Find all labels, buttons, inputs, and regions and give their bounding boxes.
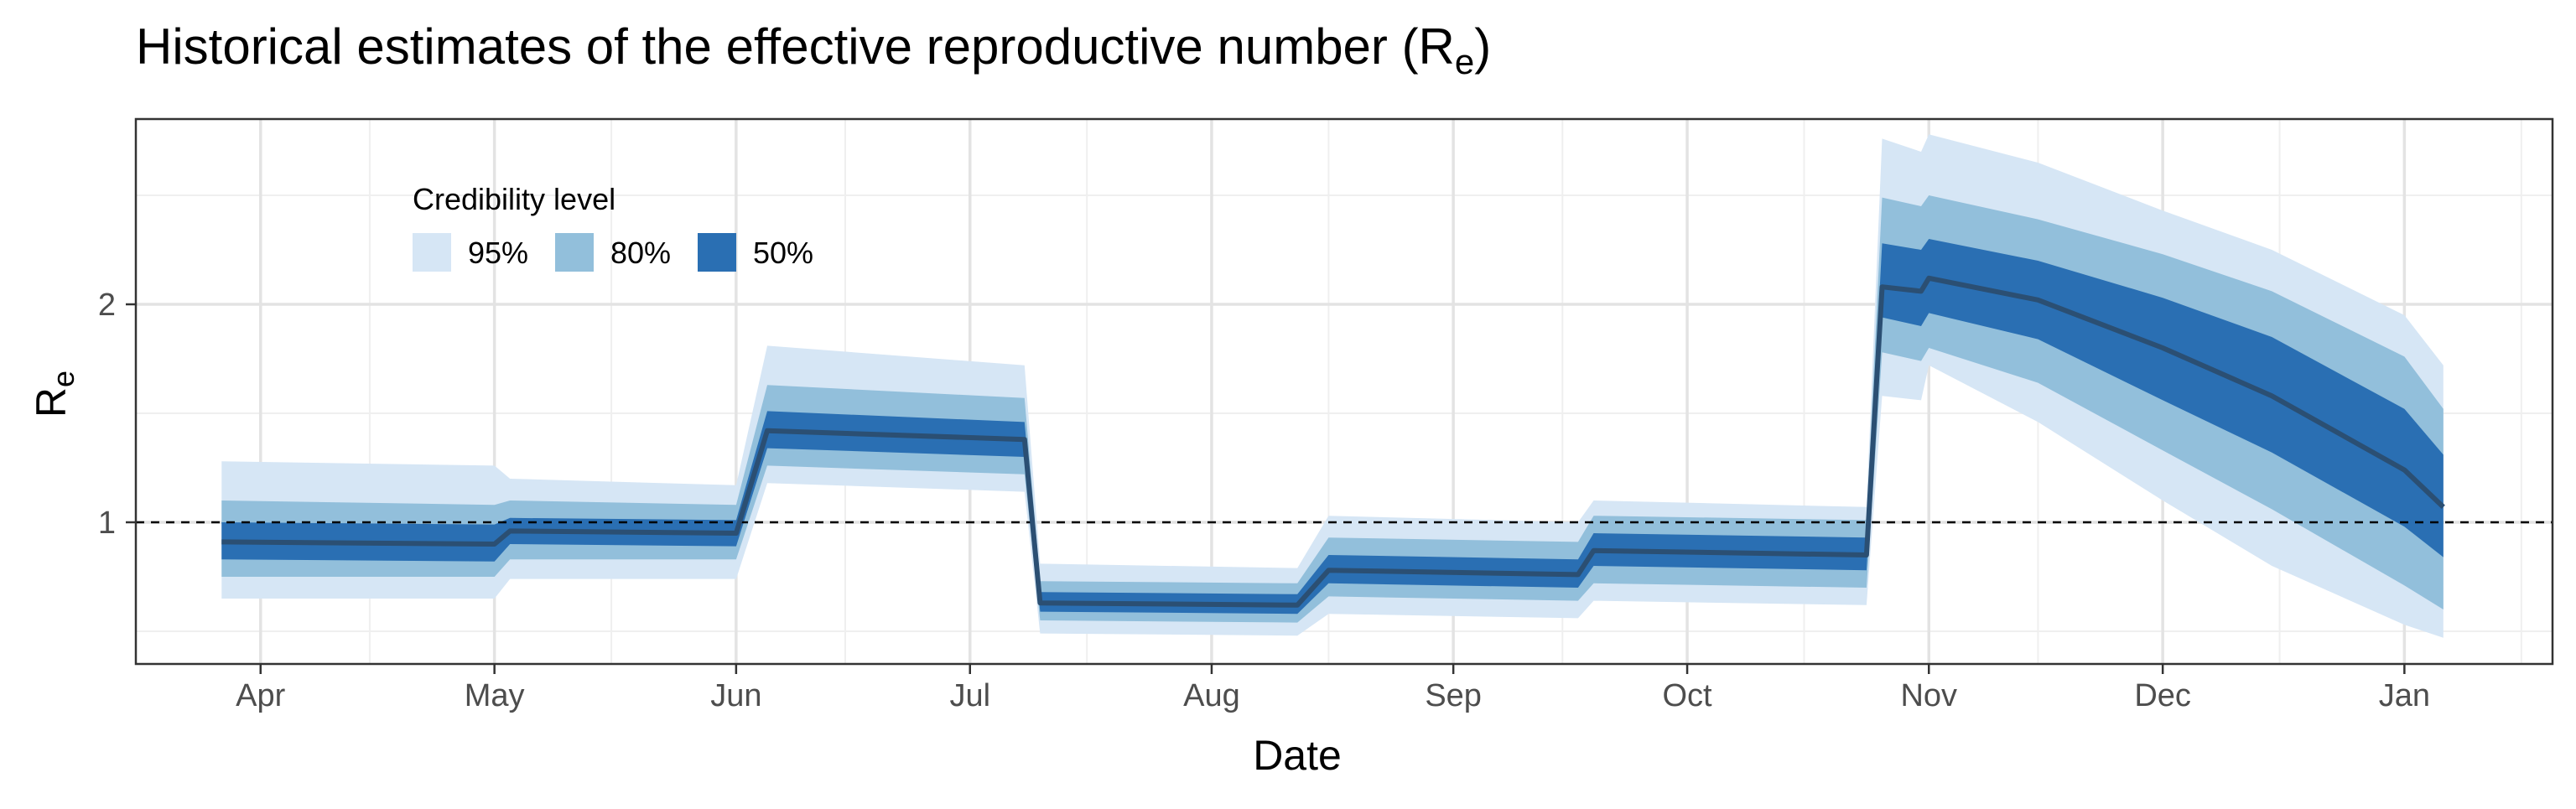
legend-label-50: 50% <box>753 236 813 270</box>
chart-title: Historical estimates of the effective re… <box>136 18 1491 81</box>
legend-swatch-80 <box>555 233 594 272</box>
y-tick-label: 1 <box>98 506 116 541</box>
legend-label-80: 80% <box>610 236 671 270</box>
y-tick-label: 2 <box>98 288 116 323</box>
x-axis: Apr May Jun Jul Aug Sep Oct Nov Dec Jan <box>236 664 2430 713</box>
x-axis-title: Date <box>1253 732 1342 779</box>
legend-label-95: 95% <box>468 236 528 270</box>
x-tick-label: Aug <box>1183 678 1240 713</box>
legend-swatch-50 <box>698 233 736 272</box>
legend: Credibility level 95% 80% 50% <box>413 182 813 272</box>
x-tick-label: Oct <box>1662 678 1712 713</box>
x-tick-label: May <box>465 678 525 713</box>
x-tick-label: Jul <box>949 678 990 713</box>
legend-swatch-95 <box>413 233 451 272</box>
x-tick-label: Jun <box>710 678 761 713</box>
median-line <box>221 275 2445 608</box>
y-axis-title: Re <box>28 371 80 417</box>
x-tick-label: Apr <box>236 678 285 713</box>
plot-border <box>134 117 2554 666</box>
legend-title: Credibility level <box>413 182 615 216</box>
x-tick-label: Nov <box>1900 678 1957 713</box>
x-tick-label: Jan <box>2379 678 2430 713</box>
y-axis: 12 <box>98 288 136 541</box>
x-tick-label: Sep <box>1425 678 1482 713</box>
x-tick-label: Dec <box>2134 678 2191 713</box>
